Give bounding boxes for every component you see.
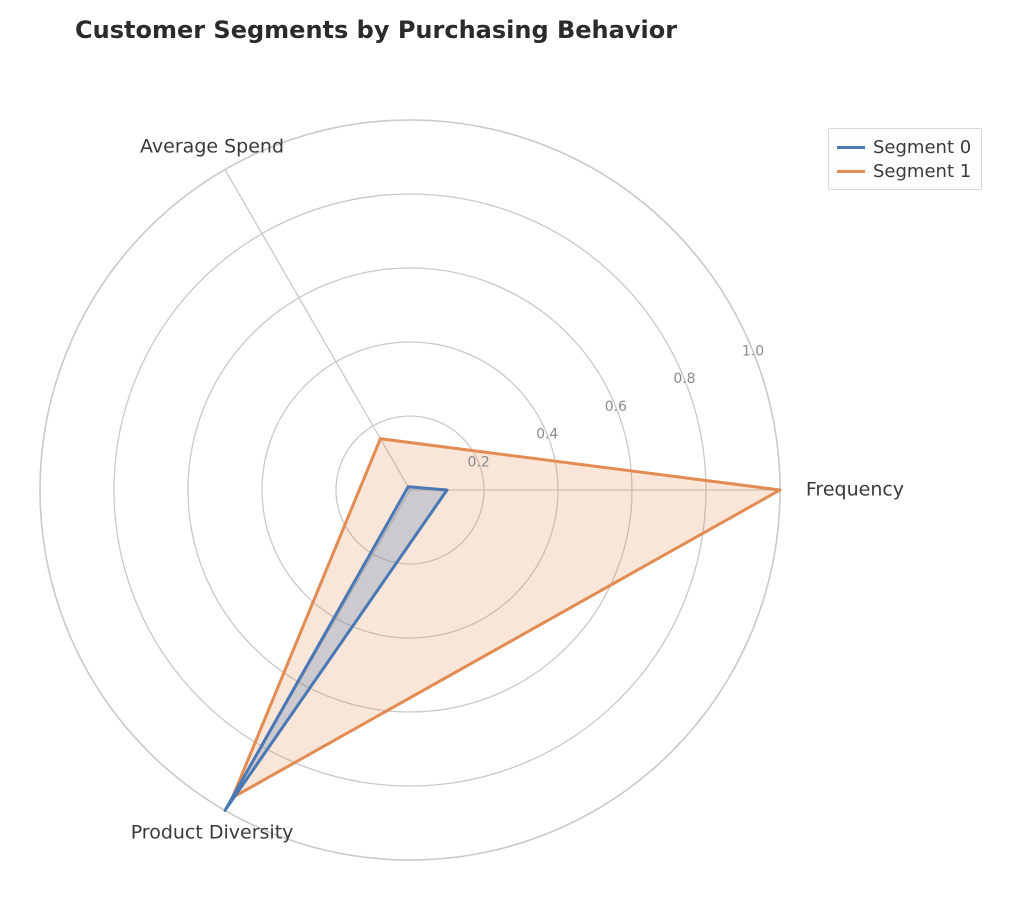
legend-swatch [837, 170, 865, 173]
axis-label: Product Diversity [131, 821, 294, 843]
axis-label: Frequency [806, 479, 904, 501]
legend-item: Segment 0 [837, 135, 971, 159]
rtick-label: 0.6 [605, 399, 627, 415]
series-fill [232, 439, 780, 798]
legend: Segment 0 Segment 1 [828, 128, 982, 190]
rtick-label: 0.2 [467, 454, 489, 470]
rtick-label: 0.4 [536, 427, 558, 443]
chart-container: Customer Segments by Purchasing Behavior… [0, 0, 1024, 913]
chart-title: Customer Segments by Purchasing Behavior [75, 16, 677, 44]
rtick-label: 1.0 [742, 343, 764, 359]
axis-label: Average Spend [140, 136, 284, 158]
legend-label: Segment 0 [873, 137, 971, 158]
legend-label: Segment 1 [873, 161, 971, 182]
rtick-label: 0.8 [673, 371, 695, 387]
legend-swatch [837, 146, 865, 149]
legend-item: Segment 1 [837, 159, 971, 183]
